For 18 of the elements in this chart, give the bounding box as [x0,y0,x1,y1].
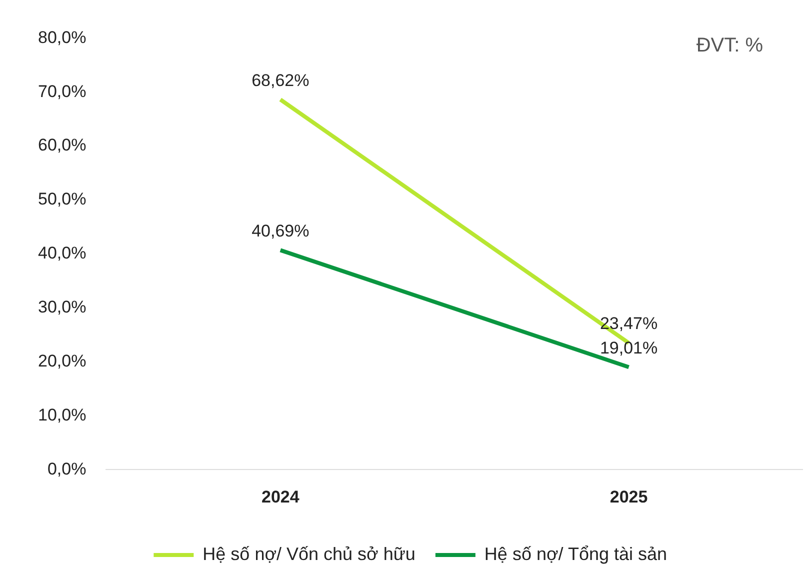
annotation: ĐVT: % [696,34,764,57]
legend-label: Hệ số nợ/ Vốn chủ sở hữu [202,544,416,564]
y-tick-label: 50,0% [38,190,86,209]
y-tick-label: 10,0% [38,405,86,424]
y-tick-label: 40,0% [38,244,86,263]
y-tick-label: 80,0% [38,28,86,47]
y-tick-label: 0,0% [47,459,86,478]
data-label: 40,69% [252,221,310,240]
data-label: 19,01% [600,338,658,358]
x-tick-label: 2024 [261,487,300,506]
y-tick-label: 30,0% [38,298,86,317]
y-tick-label: 70,0% [38,82,86,101]
y-tick-label: 20,0% [38,351,86,370]
legend-label: Hệ số nợ/ Tổng tài sản [484,544,668,564]
data-label: 23,47% [600,314,658,334]
y-tick-label: 60,0% [38,136,86,155]
x-tick-label: 2025 [610,487,648,506]
data-label: 68,62% [252,70,310,90]
